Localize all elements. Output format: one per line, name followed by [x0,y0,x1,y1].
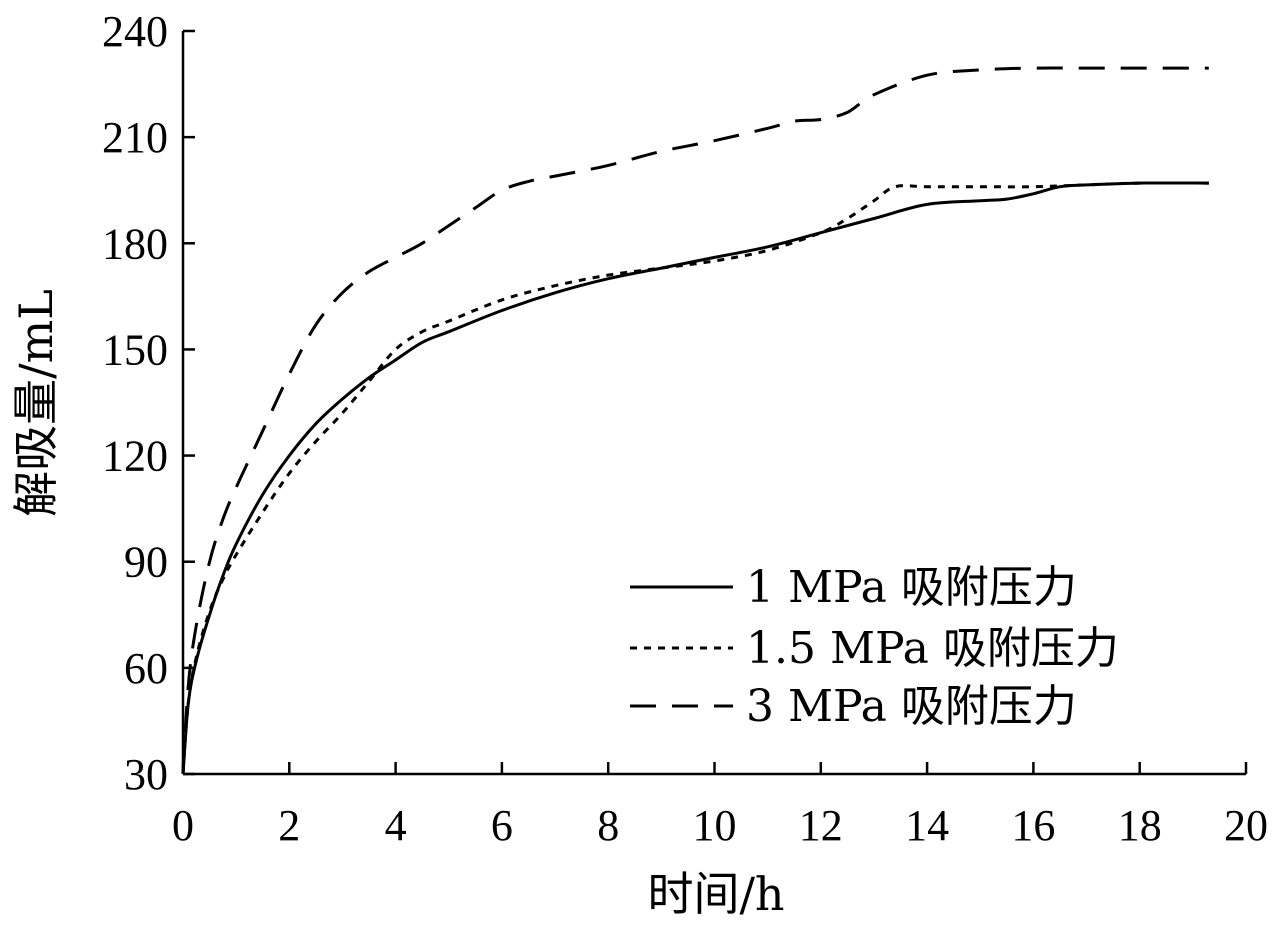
y-tick-label: 30 [124,750,168,799]
series-line-dotted [181,181,1209,775]
series-line-solid [181,181,1209,775]
legend: 1 MPa 吸附压力 1.5 MPa 吸附压力 3 MPa 吸附压力 [630,562,1119,732]
y-tick-label: 150 [102,325,168,374]
y-tick-label: 90 [124,538,168,587]
x-tick-label: 18 [1118,801,1162,850]
x-tick-label: 12 [799,801,843,850]
y-axis-title: 解吸量/mL [9,289,63,517]
y-tick-label: 240 [102,7,168,56]
legend-label: 1 MPa 吸附压力 [746,562,1077,613]
y-tick-label: 120 [102,432,168,481]
x-tick-label: 20 [1224,801,1268,850]
x-tick-label: 16 [1011,801,1055,850]
x-tick-label: 0 [172,801,194,850]
y-tick-label: 210 [102,113,168,162]
x-tick-label: 4 [385,801,407,850]
series-line-dashed [181,66,1209,775]
y-tick-label: 180 [102,219,168,268]
legend-label: 3 MPa 吸附压力 [746,681,1077,732]
series-layer [181,66,1209,775]
y-tick-label: 60 [124,644,168,693]
x-tick-label: 8 [597,801,619,850]
x-tick-label: 14 [905,801,949,850]
x-tick-label: 10 [693,801,737,850]
axes: 30 60 90 120 150 180 210 240 0 2 4 6 8 10 12 14 16 18 20 [102,7,1268,850]
legend-label: 1.5 MPa 吸附压力 [746,623,1119,674]
x-tick-label: 2 [278,801,300,850]
x-axis-title: 时间/h [647,867,784,921]
x-tick-label: 6 [491,801,513,850]
